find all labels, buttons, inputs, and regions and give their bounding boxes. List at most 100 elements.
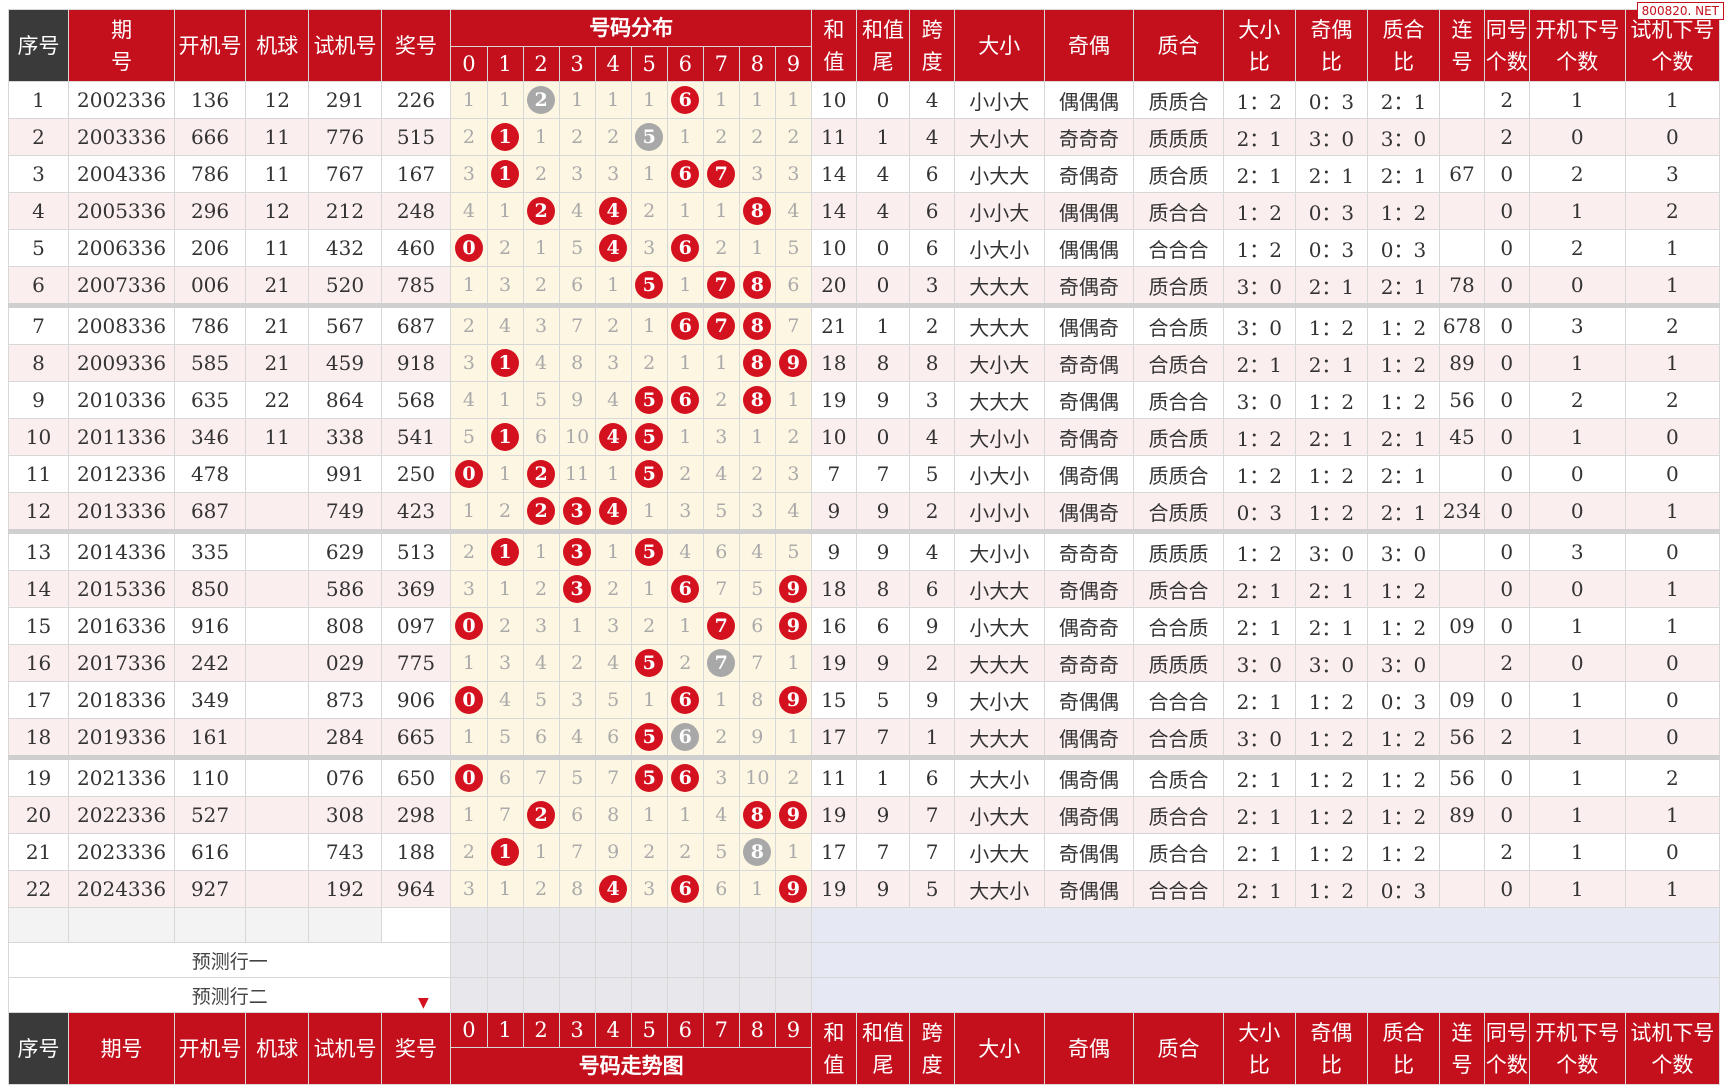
dist-cell-6: 3	[666, 492, 704, 532]
dist-cell-7: 2	[702, 229, 740, 267]
sum-cell: 7	[810, 455, 857, 493]
dist-cell-3: 8	[558, 870, 596, 908]
trial-next-cell: 0	[1624, 529, 1721, 571]
trial-next-cell: 1	[1624, 229, 1721, 267]
digit-header-8: 8	[738, 46, 776, 82]
predict-row[interactable]: 预测行一	[7, 942, 1721, 978]
size-cell: 小大大	[954, 155, 1045, 193]
trial-cell: 873	[308, 681, 382, 719]
ball-red: 4	[599, 234, 628, 262]
col-prime-bottom: 质合	[1133, 1012, 1224, 1085]
dist-cell-4: 4	[594, 492, 632, 532]
predict-dist-cell[interactable]	[594, 942, 632, 978]
machine-cell: 22	[245, 381, 310, 419]
predict-dist-cell[interactable]	[558, 942, 596, 978]
digit-header-3: 3	[558, 46, 596, 82]
dist-cell-1: 1	[486, 344, 524, 382]
predict-dist-cell[interactable]	[630, 977, 668, 1013]
dist-cell-9: 3	[774, 155, 812, 193]
parity-ratio-cell: 1：2	[1294, 455, 1368, 493]
predict-row[interactable]: 预测行二	[7, 977, 1721, 1013]
sum-cell: 10	[810, 229, 857, 267]
predict-dist-cell[interactable]	[594, 977, 632, 1013]
span-cell: 7	[909, 796, 956, 834]
ball-gray: 2	[527, 86, 556, 114]
table-row: 6 2007336 006 21 520 785 1 3 2 6 1 5 1 7 8 6 20 0 3 大大大 奇偶奇质…	[7, 266, 1721, 306]
predict-dist-cell[interactable]	[450, 942, 488, 978]
digit-header-5: 5	[630, 46, 668, 82]
trial-next-cell: 1	[1624, 344, 1721, 382]
predict-dist-cell[interactable]	[522, 977, 560, 1013]
consec-cell	[1439, 644, 1485, 682]
predict-dist-cell[interactable]	[522, 942, 560, 978]
dist-cell-2: 2	[522, 796, 560, 834]
open-cell: 161	[174, 718, 247, 758]
dist-cell-8: 1	[738, 229, 776, 267]
predict-row-label: 预测行一	[7, 942, 452, 978]
predict-dist-cell[interactable]	[630, 942, 668, 978]
ball-red: 5	[635, 271, 664, 299]
digit-footer-5: 5	[630, 1012, 668, 1048]
predict-dist-cell[interactable]	[666, 942, 704, 978]
span-cell: 4	[909, 418, 956, 456]
col-same: 同号 个数	[1483, 9, 1530, 82]
dist-cell-0: 2	[450, 833, 488, 871]
dist-cell-5: 1	[630, 796, 668, 834]
dist-cell-0: 2	[450, 303, 488, 345]
predict-dist-cell[interactable]	[738, 942, 776, 978]
predict-dist-cell[interactable]	[702, 977, 740, 1013]
dist-cell-5: 2	[630, 607, 668, 645]
predict-dist-cell[interactable]	[558, 977, 596, 1013]
dist-cell-6: 2	[666, 833, 704, 871]
col-issue-sortable[interactable]: 期 号 排序▲▼	[68, 9, 176, 82]
trial-cell: 432	[308, 229, 382, 267]
size-ratio-cell: 3：0	[1222, 644, 1296, 682]
prize-cell: 785	[380, 266, 452, 306]
machine-cell	[245, 455, 310, 493]
tail-cell: 9	[855, 381, 911, 419]
parity-ratio-cell: 2：1	[1294, 155, 1368, 193]
dist-cell-2: 2	[522, 870, 560, 908]
consec-cell	[1439, 570, 1485, 608]
trial-next-cell: 0	[1624, 833, 1721, 871]
predict-dist-cell[interactable]	[702, 942, 740, 978]
digit-footer-8: 8	[738, 1012, 776, 1048]
predict-dist-cell[interactable]	[450, 977, 488, 1013]
predict-dist-cell[interactable]	[666, 977, 704, 1013]
dist-cell-7: 7	[702, 644, 740, 682]
col-parity-ratio-bottom: 奇偶比	[1294, 1012, 1368, 1085]
open-next-cell: 0	[1528, 118, 1626, 156]
trial-cell: 743	[308, 833, 382, 871]
predict-stat-cell	[810, 977, 1721, 1013]
machine-cell: 21	[245, 303, 310, 345]
digit-footer-4: 4	[594, 1012, 632, 1048]
sum-cell: 21	[810, 303, 857, 345]
ball-red: 4	[599, 197, 628, 225]
predict-dist-cell[interactable]	[774, 942, 812, 978]
predict-dist-cell[interactable]	[486, 977, 524, 1013]
trial-cell: 338	[308, 418, 382, 456]
empty-dist-cell	[594, 907, 632, 943]
open-cell: 110	[174, 755, 247, 797]
prime-ratio-cell: 2：1	[1366, 492, 1441, 532]
table-row: 14 2015336 850 586 369 3 1 2 3 2 1 6 7 5 9 18 8 6 小大大 奇偶奇 质合…	[7, 570, 1721, 608]
dist-cell-7: 7	[702, 303, 740, 345]
predict-dist-cell[interactable]	[486, 942, 524, 978]
col-sum-bottom: 和值	[810, 1012, 857, 1085]
dist-cell-5: 5	[630, 418, 668, 456]
size-ratio-cell: 2：1	[1222, 833, 1296, 871]
open-next-cell: 1	[1528, 755, 1626, 797]
dist-cell-6: 6	[666, 718, 704, 758]
ball-gray: 5	[635, 123, 664, 151]
predict-dist-cell[interactable]	[738, 977, 776, 1013]
trial-next-cell: 0	[1624, 118, 1721, 156]
dist-cell-7: 7	[702, 570, 740, 608]
dist-cell-0: 3	[450, 570, 488, 608]
predict-dist-cell[interactable]	[774, 977, 812, 1013]
open-cell: 666	[174, 118, 247, 156]
trial-cell: 308	[308, 796, 382, 834]
issue-cell: 2015336	[68, 570, 176, 608]
digit-header-0: 0	[450, 46, 488, 82]
span-cell: 2	[909, 644, 956, 682]
parity-ratio-cell: 1：2	[1294, 870, 1368, 908]
